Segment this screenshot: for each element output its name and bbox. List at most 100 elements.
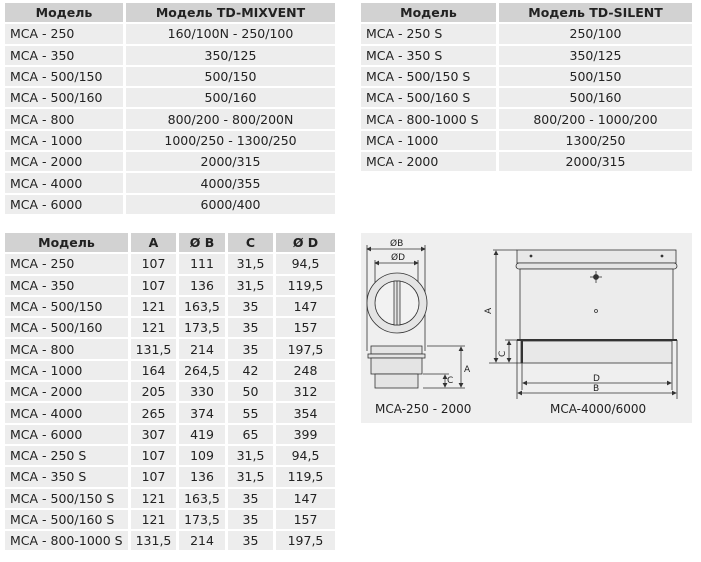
table-row: MCA - 500/150 S 500/150 bbox=[361, 66, 692, 87]
column-header: Модель TD-SILENT bbox=[499, 3, 692, 23]
value-cell: 94,5 bbox=[276, 254, 335, 274]
value-cell: 35 bbox=[228, 296, 273, 317]
value-cell: 147 bbox=[276, 488, 335, 508]
value-cell: 1300/250 bbox=[499, 130, 692, 151]
model-cell: MCA - 500/160 bbox=[5, 318, 128, 338]
column-header: A bbox=[131, 233, 176, 253]
value-cell: 35 bbox=[228, 318, 273, 338]
dimension-drawing: ØB ØD A C A C D B bbox=[366, 238, 678, 399]
model-cell: MCA - 250 bbox=[5, 254, 128, 274]
model-cell: MCA - 1000 bbox=[5, 130, 123, 151]
value-cell: 119,5 bbox=[276, 275, 335, 295]
value-cell: 173,5 bbox=[179, 509, 225, 530]
value-cell: 107 bbox=[131, 445, 176, 466]
table-row: MCA - 350 S 350/125 bbox=[361, 45, 692, 65]
table-row: MCA - 500/160 S 500/160 bbox=[361, 88, 692, 108]
value-cell: 31,5 bbox=[228, 445, 273, 466]
model-cell: MCA - 2000 bbox=[361, 152, 496, 172]
model-cell: MCA - 2000 bbox=[5, 152, 123, 172]
value-cell: 157 bbox=[276, 318, 335, 338]
value-cell: 264,5 bbox=[179, 360, 225, 381]
value-cell: 197,5 bbox=[276, 339, 335, 359]
table-row: MCA - 500/150 S 121 163,5 35 147 bbox=[5, 488, 335, 508]
table-row: MCA - 6000 6000/400 bbox=[5, 194, 335, 214]
value-cell: 2000/315 bbox=[499, 152, 692, 172]
value-cell: 107 bbox=[131, 275, 176, 295]
value-cell: 35 bbox=[228, 531, 273, 551]
right-label-a: A bbox=[484, 307, 494, 314]
value-cell: 119,5 bbox=[276, 467, 335, 487]
header-row: Модель Модель TD-MIXVENT bbox=[5, 3, 335, 23]
value-cell: 55 bbox=[228, 403, 273, 423]
value-cell: 330 bbox=[179, 382, 225, 402]
value-cell: 248 bbox=[276, 360, 335, 381]
value-cell: 500/150 bbox=[126, 66, 335, 87]
table-row: MCA - 2000 2000/315 bbox=[361, 152, 692, 172]
value-cell: 42 bbox=[228, 360, 273, 381]
model-cell: MCA - 250 bbox=[5, 24, 123, 44]
value-cell: 1000/250 - 1300/250 bbox=[126, 130, 335, 151]
table-row: MCA - 800-1000 S 800/200 - 1000/200 bbox=[361, 109, 692, 129]
table-row: MCA - 800-1000 S 131,5 214 35 197,5 bbox=[5, 531, 335, 551]
mixvent-table: Модель Модель TD-MIXVENT MCA - 250 160/100N… bbox=[2, 1, 338, 216]
value-cell: 265 bbox=[131, 403, 176, 423]
table-row: MCA - 500/160 S 121 173,5 35 157 bbox=[5, 509, 335, 530]
model-cell: MCA - 500/160 S bbox=[5, 509, 128, 530]
value-cell: 173,5 bbox=[179, 318, 225, 338]
value-cell: 374 bbox=[179, 403, 225, 423]
value-cell: 35 bbox=[228, 339, 273, 359]
value-cell: 214 bbox=[179, 339, 225, 359]
value-cell: 65 bbox=[228, 424, 273, 444]
model-cell: MCA - 500/150 S bbox=[361, 66, 496, 87]
column-header: Модель bbox=[5, 3, 123, 23]
value-cell: 136 bbox=[179, 275, 225, 295]
left-label-d: ØD bbox=[391, 252, 405, 263]
model-cell: MCA - 6000 bbox=[5, 194, 123, 214]
column-header: C bbox=[228, 233, 273, 253]
table-row: MCA - 1000 164 264,5 42 248 bbox=[5, 360, 335, 381]
left-label-b: ØB bbox=[390, 238, 403, 249]
dimension-diagram: ØB ØD A C A C D B MCA-250 - 2000 MCA-400… bbox=[361, 233, 692, 423]
left-caption: MCA-250 - 2000 bbox=[375, 402, 472, 416]
table-row: MCA - 250 S 250/100 bbox=[361, 24, 692, 44]
value-cell: 2000/315 bbox=[126, 152, 335, 172]
silent-table: Модель Модель TD-SILENT MCA - 250 S 250/100… bbox=[358, 1, 695, 173]
model-cell: MCA - 800-1000 S bbox=[5, 531, 128, 551]
value-cell: 31,5 bbox=[228, 254, 273, 274]
model-cell: MCA - 800 bbox=[5, 339, 128, 359]
value-cell: 121 bbox=[131, 296, 176, 317]
value-cell: 399 bbox=[276, 424, 335, 444]
table-row: MCA - 500/160 500/160 bbox=[5, 88, 335, 108]
right-drawing bbox=[489, 249, 678, 399]
table-row: MCA - 1000 1300/250 bbox=[361, 130, 692, 151]
right-label-b: B bbox=[593, 384, 599, 394]
value-cell: 121 bbox=[131, 318, 176, 338]
model-cell: MCA - 350 bbox=[5, 275, 128, 295]
value-cell: 307 bbox=[131, 424, 176, 444]
model-cell: MCA - 500/150 bbox=[5, 296, 128, 317]
table-row: MCA - 250 160/100N - 250/100 bbox=[5, 24, 335, 44]
value-cell: 107 bbox=[131, 254, 176, 274]
model-cell: MCA - 1000 bbox=[5, 360, 128, 381]
model-cell: MCA - 500/150 bbox=[5, 66, 123, 87]
value-cell: 31,5 bbox=[228, 467, 273, 487]
value-cell: 157 bbox=[276, 509, 335, 530]
value-cell: 35 bbox=[228, 509, 273, 530]
value-cell: 109 bbox=[179, 445, 225, 466]
table-row: MCA - 6000 307 419 65 399 bbox=[5, 424, 335, 444]
value-cell: 6000/400 bbox=[126, 194, 335, 214]
column-header: Модель bbox=[361, 3, 496, 23]
value-cell: 350/125 bbox=[126, 45, 335, 65]
column-header: Модель TD-MIXVENT bbox=[126, 3, 335, 23]
value-cell: 131,5 bbox=[131, 531, 176, 551]
table-row: MCA - 800 131,5 214 35 197,5 bbox=[5, 339, 335, 359]
value-cell: 800/200 - 800/200N bbox=[126, 109, 335, 129]
value-cell: 163,5 bbox=[179, 296, 225, 317]
value-cell: 107 bbox=[131, 467, 176, 487]
model-cell: MCA - 800 bbox=[5, 109, 123, 129]
value-cell: 419 bbox=[179, 424, 225, 444]
value-cell: 800/200 - 1000/200 bbox=[499, 109, 692, 129]
value-cell: 121 bbox=[131, 488, 176, 508]
